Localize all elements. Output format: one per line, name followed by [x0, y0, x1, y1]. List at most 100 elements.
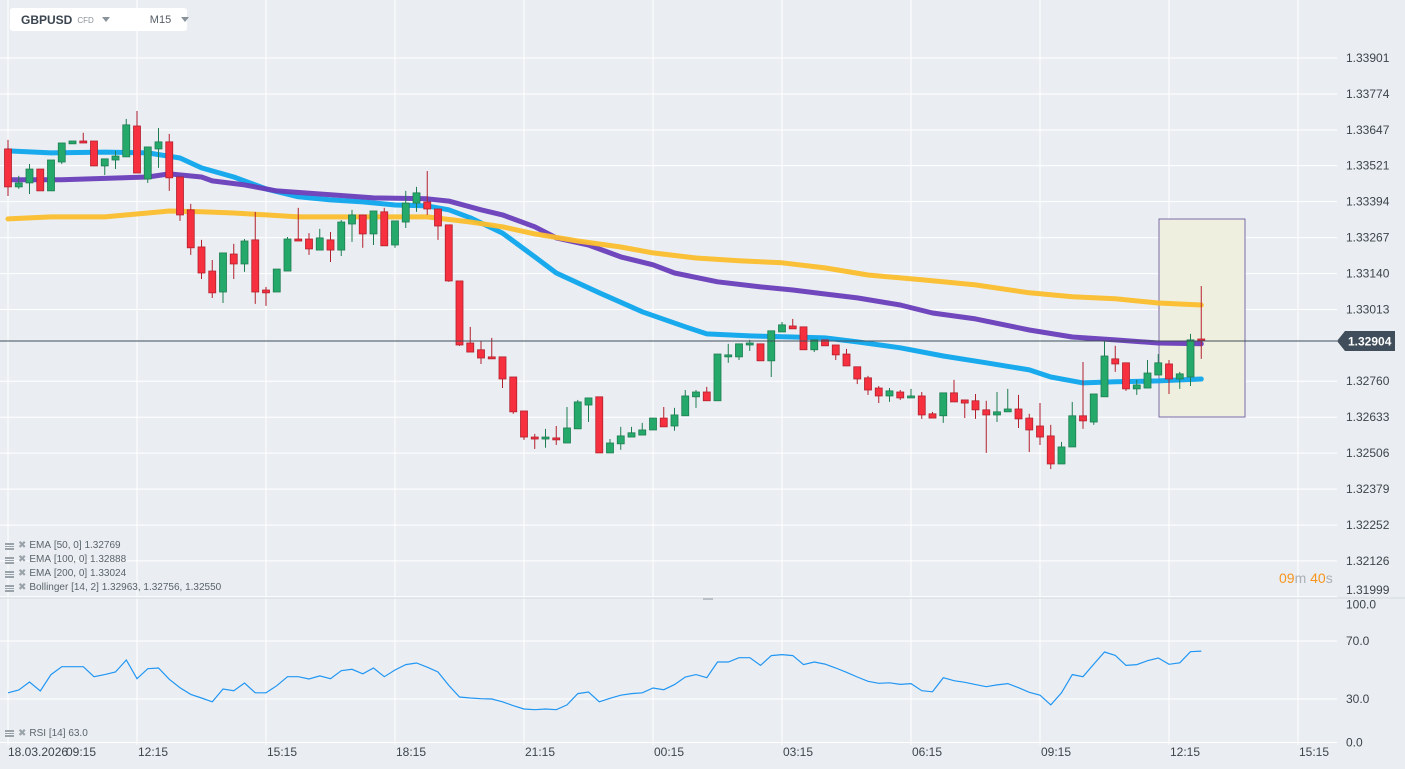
candle	[917, 391, 926, 419]
candle	[57, 142, 66, 164]
candle	[842, 348, 851, 367]
time-tick-label: 09:15	[1041, 745, 1071, 759]
candle-body	[1025, 417, 1034, 431]
remove-icon[interactable]: ✖	[18, 582, 27, 593]
candle	[358, 214, 367, 248]
candle	[778, 322, 786, 333]
candles	[4, 110, 1206, 470]
candle-body	[1132, 384, 1141, 390]
price-tick-label: 1.33774	[1346, 87, 1390, 101]
candle	[907, 388, 915, 399]
rectangle-drawing[interactable]	[1158, 218, 1246, 418]
candle	[68, 140, 77, 145]
rsi-pane: 100.0 70.0 30.0 0.0	[0, 598, 1376, 750]
settings-icon[interactable]	[5, 730, 14, 737]
pane-resize-handle[interactable]	[703, 598, 713, 600]
candle-body	[444, 224, 453, 282]
settings-icon[interactable]	[5, 556, 14, 564]
candle	[315, 228, 324, 251]
candle-body	[1197, 338, 1206, 341]
legend-name: EMA	[29, 554, 52, 565]
candle	[1122, 362, 1130, 391]
remove-icon[interactable]: ✖	[18, 568, 27, 579]
candle	[1100, 341, 1109, 398]
candle-body	[455, 280, 464, 346]
candle	[745, 339, 754, 351]
candle	[606, 439, 614, 454]
candle	[498, 356, 507, 389]
candle	[928, 411, 937, 419]
candle	[434, 208, 442, 240]
legend-rsi[interactable]: ✖ RSI [14] 63.0	[5, 728, 88, 739]
candle	[283, 237, 292, 272]
candle	[326, 231, 335, 262]
candle-body	[122, 124, 131, 158]
symbol-dropdown-caret-icon[interactable]	[101, 17, 110, 22]
candle	[165, 133, 174, 191]
candle	[79, 132, 88, 144]
candle	[412, 186, 421, 212]
candle-body	[831, 344, 840, 356]
candle-body	[616, 435, 625, 445]
candle	[1036, 403, 1044, 445]
price-tick-label: 1.32506	[1346, 446, 1390, 460]
candle	[885, 388, 894, 402]
settings-icon[interactable]	[5, 542, 14, 550]
candle-body	[100, 158, 109, 167]
candle	[1165, 359, 1173, 394]
candle	[380, 207, 389, 247]
chart-grid	[0, 0, 1337, 745]
candle	[36, 168, 45, 192]
candle-body	[294, 238, 303, 242]
remove-icon[interactable]: ✖	[18, 728, 27, 739]
candle-body	[573, 401, 582, 430]
legend-ema-100[interactable]: ✖ EMA [100, 0] 1.32888	[5, 553, 221, 567]
candle-body	[864, 377, 872, 391]
candle-body	[229, 253, 238, 265]
candle	[1046, 424, 1055, 470]
candle-body	[1036, 425, 1044, 438]
candle-body	[520, 410, 528, 438]
legend-ema-50[interactable]: ✖ EMA [50, 0] 1.32769	[5, 539, 221, 553]
candle	[960, 399, 969, 419]
price-tick-label: 1.33521	[1346, 159, 1390, 173]
current-price-value: 1.32904	[1348, 335, 1392, 349]
remove-icon[interactable]: ✖	[18, 540, 27, 551]
current-price-tag: 1.32904	[1337, 331, 1395, 351]
rsi-tick-label: 0.0	[1346, 736, 1363, 750]
candle-body	[799, 326, 808, 351]
remove-icon[interactable]: ✖	[18, 554, 27, 565]
candle	[692, 390, 700, 408]
candle	[896, 390, 905, 400]
candle-body	[595, 396, 604, 454]
candle	[1025, 413, 1034, 453]
candle-body	[251, 239, 260, 293]
candle-body	[745, 342, 754, 346]
candle	[251, 211, 260, 304]
candle-body	[670, 414, 679, 427]
legend-ema-200[interactable]: ✖ EMA [200, 0] 1.33024	[5, 567, 221, 581]
candle	[14, 175, 23, 189]
candle	[971, 393, 980, 419]
settings-icon[interactable]	[5, 584, 14, 592]
settings-icon[interactable]	[5, 570, 14, 578]
symbol-selector[interactable]: GBPUSD	[21, 12, 73, 27]
candle-body	[326, 239, 335, 251]
candle-body	[165, 141, 174, 179]
timeframe-dropdown-caret-icon[interactable]	[181, 17, 190, 22]
candle-body	[305, 238, 313, 250]
timeframe-selector[interactable]: M15	[149, 13, 172, 26]
candle-body	[552, 437, 561, 441]
candle-body	[950, 392, 958, 403]
candle-body	[627, 432, 636, 438]
symbol-header: GBPUSD CFD M15	[10, 8, 190, 31]
candle-body	[971, 400, 980, 411]
candle-body	[4, 148, 12, 188]
legend-bollinger[interactable]: ✖ Bollinger [14, 2] 1.32963, 1.32756, 1.3…	[5, 581, 221, 595]
price-tick-label: 1.33647	[1346, 123, 1390, 137]
countdown-minute-unit: m	[1294, 570, 1307, 586]
candle	[176, 176, 184, 221]
candle-body	[498, 356, 507, 380]
candle	[670, 407, 679, 431]
